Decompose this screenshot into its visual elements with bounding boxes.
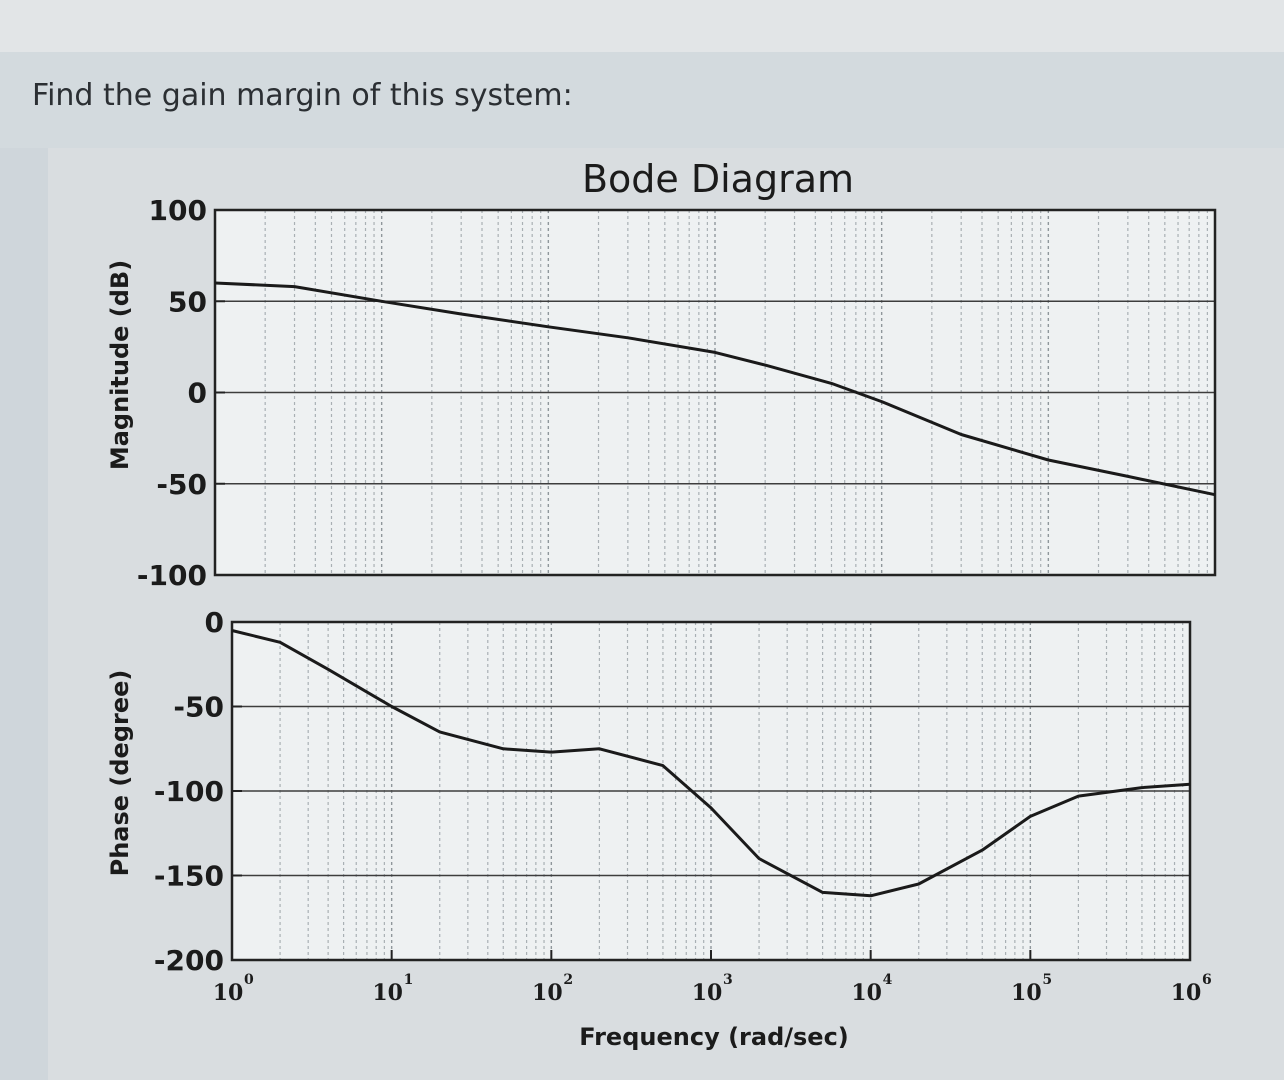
magnitude-ytick-label: 100	[149, 194, 207, 227]
xtick-label: 10	[532, 980, 563, 1006]
xtick-exponent: 4	[883, 972, 893, 988]
phase-panel: 0 -50 -100 -150 -200	[154, 606, 1192, 977]
xtick-label: 10	[372, 980, 403, 1006]
magnitude-ytick-label: -50	[156, 468, 207, 501]
xtick-exponent: 2	[563, 972, 573, 988]
magnitude-ytick-label: -100	[137, 559, 207, 592]
xtick-exponent: 6	[1202, 972, 1212, 988]
xtick-exponent: 3	[723, 972, 733, 988]
phase-ytick-label: -150	[154, 860, 224, 893]
magnitude-ytick-label: 50	[168, 285, 207, 318]
magnitude-panel: 100 50 0 -50 -100	[137, 194, 1217, 592]
phase-ytick-label: -50	[173, 691, 224, 724]
xtick-exponent: 5	[1042, 972, 1052, 988]
xtick-label: 10	[1011, 980, 1042, 1006]
chart-title: Bode Diagram	[582, 157, 854, 201]
xtick-label: 10	[851, 980, 882, 1006]
phase-ytick-label: -200	[154, 944, 224, 977]
question-text: Find the gain margin of this system:	[32, 78, 573, 113]
phase-ytick-label: 0	[205, 606, 224, 639]
top-strip	[0, 0, 1284, 52]
chart-labels: Bode Diagram Magnitude (dB) Phase (degree)…	[106, 157, 1212, 1051]
phase-ylabel: Phase (degree)	[106, 670, 134, 877]
xtick-exponent: 1	[404, 972, 414, 988]
question-band	[0, 52, 1284, 148]
magnitude-ylabel: Magnitude (dB)	[106, 260, 134, 470]
magnitude-curve	[214, 281, 1216, 497]
frequency-xlabel: Frequency (rad/sec)	[579, 1023, 849, 1051]
xtick-label: 10	[213, 980, 244, 1006]
xtick-label: 10	[1171, 980, 1202, 1006]
phase-ytick-label: -100	[154, 775, 224, 808]
xtick-exponent: 0	[244, 972, 254, 988]
xtick-label: 10	[692, 980, 723, 1006]
magnitude-ytick-label: 0	[188, 377, 207, 410]
